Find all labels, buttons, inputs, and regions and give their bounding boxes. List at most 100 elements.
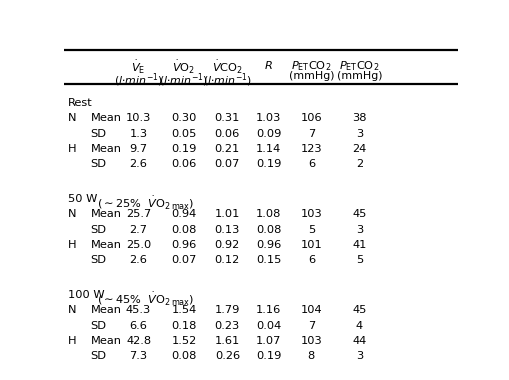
Text: 7: 7: [308, 129, 315, 139]
Text: Mean: Mean: [91, 240, 122, 250]
Text: SD: SD: [91, 255, 106, 265]
Text: 0.09: 0.09: [256, 129, 281, 139]
Text: 1.14: 1.14: [256, 144, 281, 154]
Text: 103: 103: [300, 336, 322, 346]
Text: 7: 7: [308, 321, 315, 331]
Text: 9.7: 9.7: [129, 144, 148, 154]
Text: Mean: Mean: [91, 144, 122, 154]
Text: $P_{\mathrm{ET}}\mathrm{CO}_2$: $P_{\mathrm{ET}}\mathrm{CO}_2$: [340, 59, 380, 73]
Text: ($\sim$45%  $\dot{V}\mathrm{O}_{2\,\mathrm{max}}$): ($\sim$45% $\dot{V}\mathrm{O}_{2\,\mathr…: [97, 290, 194, 307]
Text: Mean: Mean: [91, 209, 122, 220]
Text: 6: 6: [308, 255, 315, 265]
Text: 45: 45: [352, 209, 366, 220]
Text: 0.08: 0.08: [256, 225, 281, 235]
Text: 25.7: 25.7: [126, 209, 151, 220]
Text: 0.19: 0.19: [256, 159, 281, 169]
Text: 3: 3: [356, 129, 363, 139]
Text: 42.8: 42.8: [126, 336, 151, 346]
Text: 1.08: 1.08: [256, 209, 281, 220]
Text: 7.3: 7.3: [129, 351, 148, 361]
Text: 0.18: 0.18: [171, 321, 196, 331]
Text: $(l{\cdot}min^{-1})$: $(l{\cdot}min^{-1})$: [203, 71, 252, 89]
Text: 5: 5: [356, 255, 363, 265]
Text: 0.12: 0.12: [215, 255, 240, 265]
Text: 0.31: 0.31: [215, 114, 240, 124]
Text: H: H: [68, 144, 76, 154]
Text: 123: 123: [300, 144, 322, 154]
Text: 45.3: 45.3: [126, 306, 151, 315]
Text: 1.61: 1.61: [215, 336, 240, 346]
Text: 0.23: 0.23: [215, 321, 240, 331]
Text: H: H: [68, 240, 76, 250]
Text: $\dot{V}\mathrm{O}_2$: $\dot{V}\mathrm{O}_2$: [173, 59, 195, 76]
Text: 1.01: 1.01: [215, 209, 240, 220]
Text: 45: 45: [352, 306, 366, 315]
Text: $P_{\mathrm{ET}}\mathrm{CO}_2$: $P_{\mathrm{ET}}\mathrm{CO}_2$: [291, 59, 331, 73]
Text: 0.30: 0.30: [171, 114, 196, 124]
Text: SD: SD: [91, 225, 106, 235]
Text: 2.6: 2.6: [130, 255, 148, 265]
Text: 41: 41: [352, 240, 366, 250]
Text: 0.13: 0.13: [215, 225, 240, 235]
Text: 0.06: 0.06: [215, 129, 240, 139]
Text: 103: 103: [300, 209, 322, 220]
Text: 25.0: 25.0: [126, 240, 151, 250]
Text: N: N: [68, 306, 76, 315]
Text: 2: 2: [356, 159, 363, 169]
Text: 0.19: 0.19: [171, 144, 196, 154]
Text: N: N: [68, 114, 76, 124]
Text: 6.6: 6.6: [130, 321, 148, 331]
Text: ($\sim$25%  $\dot{V}\mathrm{O}_{2\,\mathrm{max}}$): ($\sim$25% $\dot{V}\mathrm{O}_{2\,\mathr…: [97, 194, 194, 211]
Text: Rest: Rest: [68, 98, 92, 108]
Text: $(l{\cdot}min^{-1})$: $(l{\cdot}min^{-1})$: [159, 71, 209, 89]
Text: 0.08: 0.08: [171, 225, 196, 235]
Text: 101: 101: [300, 240, 322, 250]
Text: 0.06: 0.06: [172, 159, 196, 169]
Text: 4: 4: [356, 321, 363, 331]
Text: 0.21: 0.21: [215, 144, 240, 154]
Text: SD: SD: [91, 351, 106, 361]
Text: 3: 3: [356, 225, 363, 235]
Text: $R$: $R$: [264, 59, 273, 71]
Text: 10.3: 10.3: [126, 114, 151, 124]
Text: 106: 106: [300, 114, 322, 124]
Text: 0.94: 0.94: [172, 209, 196, 220]
Text: Mean: Mean: [91, 306, 122, 315]
Text: SD: SD: [91, 321, 106, 331]
Text: $\dot{V}\mathrm{CO}_2$: $\dot{V}\mathrm{CO}_2$: [212, 59, 243, 76]
Text: 38: 38: [352, 114, 366, 124]
Text: (mmHg): (mmHg): [337, 71, 382, 81]
Text: 0.19: 0.19: [256, 351, 281, 361]
Text: (mmHg): (mmHg): [289, 71, 334, 81]
Text: 1.03: 1.03: [256, 114, 281, 124]
Text: 0.08: 0.08: [171, 351, 196, 361]
Text: 1.3: 1.3: [129, 129, 148, 139]
Text: 5: 5: [308, 225, 315, 235]
Text: N: N: [68, 209, 76, 220]
Text: Mean: Mean: [91, 114, 122, 124]
Text: 0.96: 0.96: [256, 240, 281, 250]
Text: 0.26: 0.26: [215, 351, 240, 361]
Text: 6: 6: [308, 159, 315, 169]
Text: $(l{\cdot}min^{-1})$: $(l{\cdot}min^{-1})$: [114, 71, 163, 89]
Text: 1.54: 1.54: [172, 306, 196, 315]
Text: SD: SD: [91, 159, 106, 169]
Text: $\dot{V}_{\mathrm{E}}$: $\dot{V}_{\mathrm{E}}$: [131, 59, 146, 76]
Text: 0.07: 0.07: [171, 255, 196, 265]
Text: 2.6: 2.6: [130, 159, 148, 169]
Text: 44: 44: [352, 336, 366, 346]
Text: 0.07: 0.07: [215, 159, 240, 169]
Text: 1.07: 1.07: [256, 336, 281, 346]
Text: 50 W: 50 W: [68, 194, 97, 204]
Text: 104: 104: [300, 306, 322, 315]
Text: 0.05: 0.05: [171, 129, 196, 139]
Text: 1.52: 1.52: [172, 336, 196, 346]
Text: Mean: Mean: [91, 336, 122, 346]
Text: SD: SD: [91, 129, 106, 139]
Text: 1.79: 1.79: [215, 306, 240, 315]
Text: H: H: [68, 336, 76, 346]
Text: 0.92: 0.92: [215, 240, 240, 250]
Text: 0.04: 0.04: [256, 321, 281, 331]
Text: 0.96: 0.96: [172, 240, 196, 250]
Text: 24: 24: [352, 144, 366, 154]
